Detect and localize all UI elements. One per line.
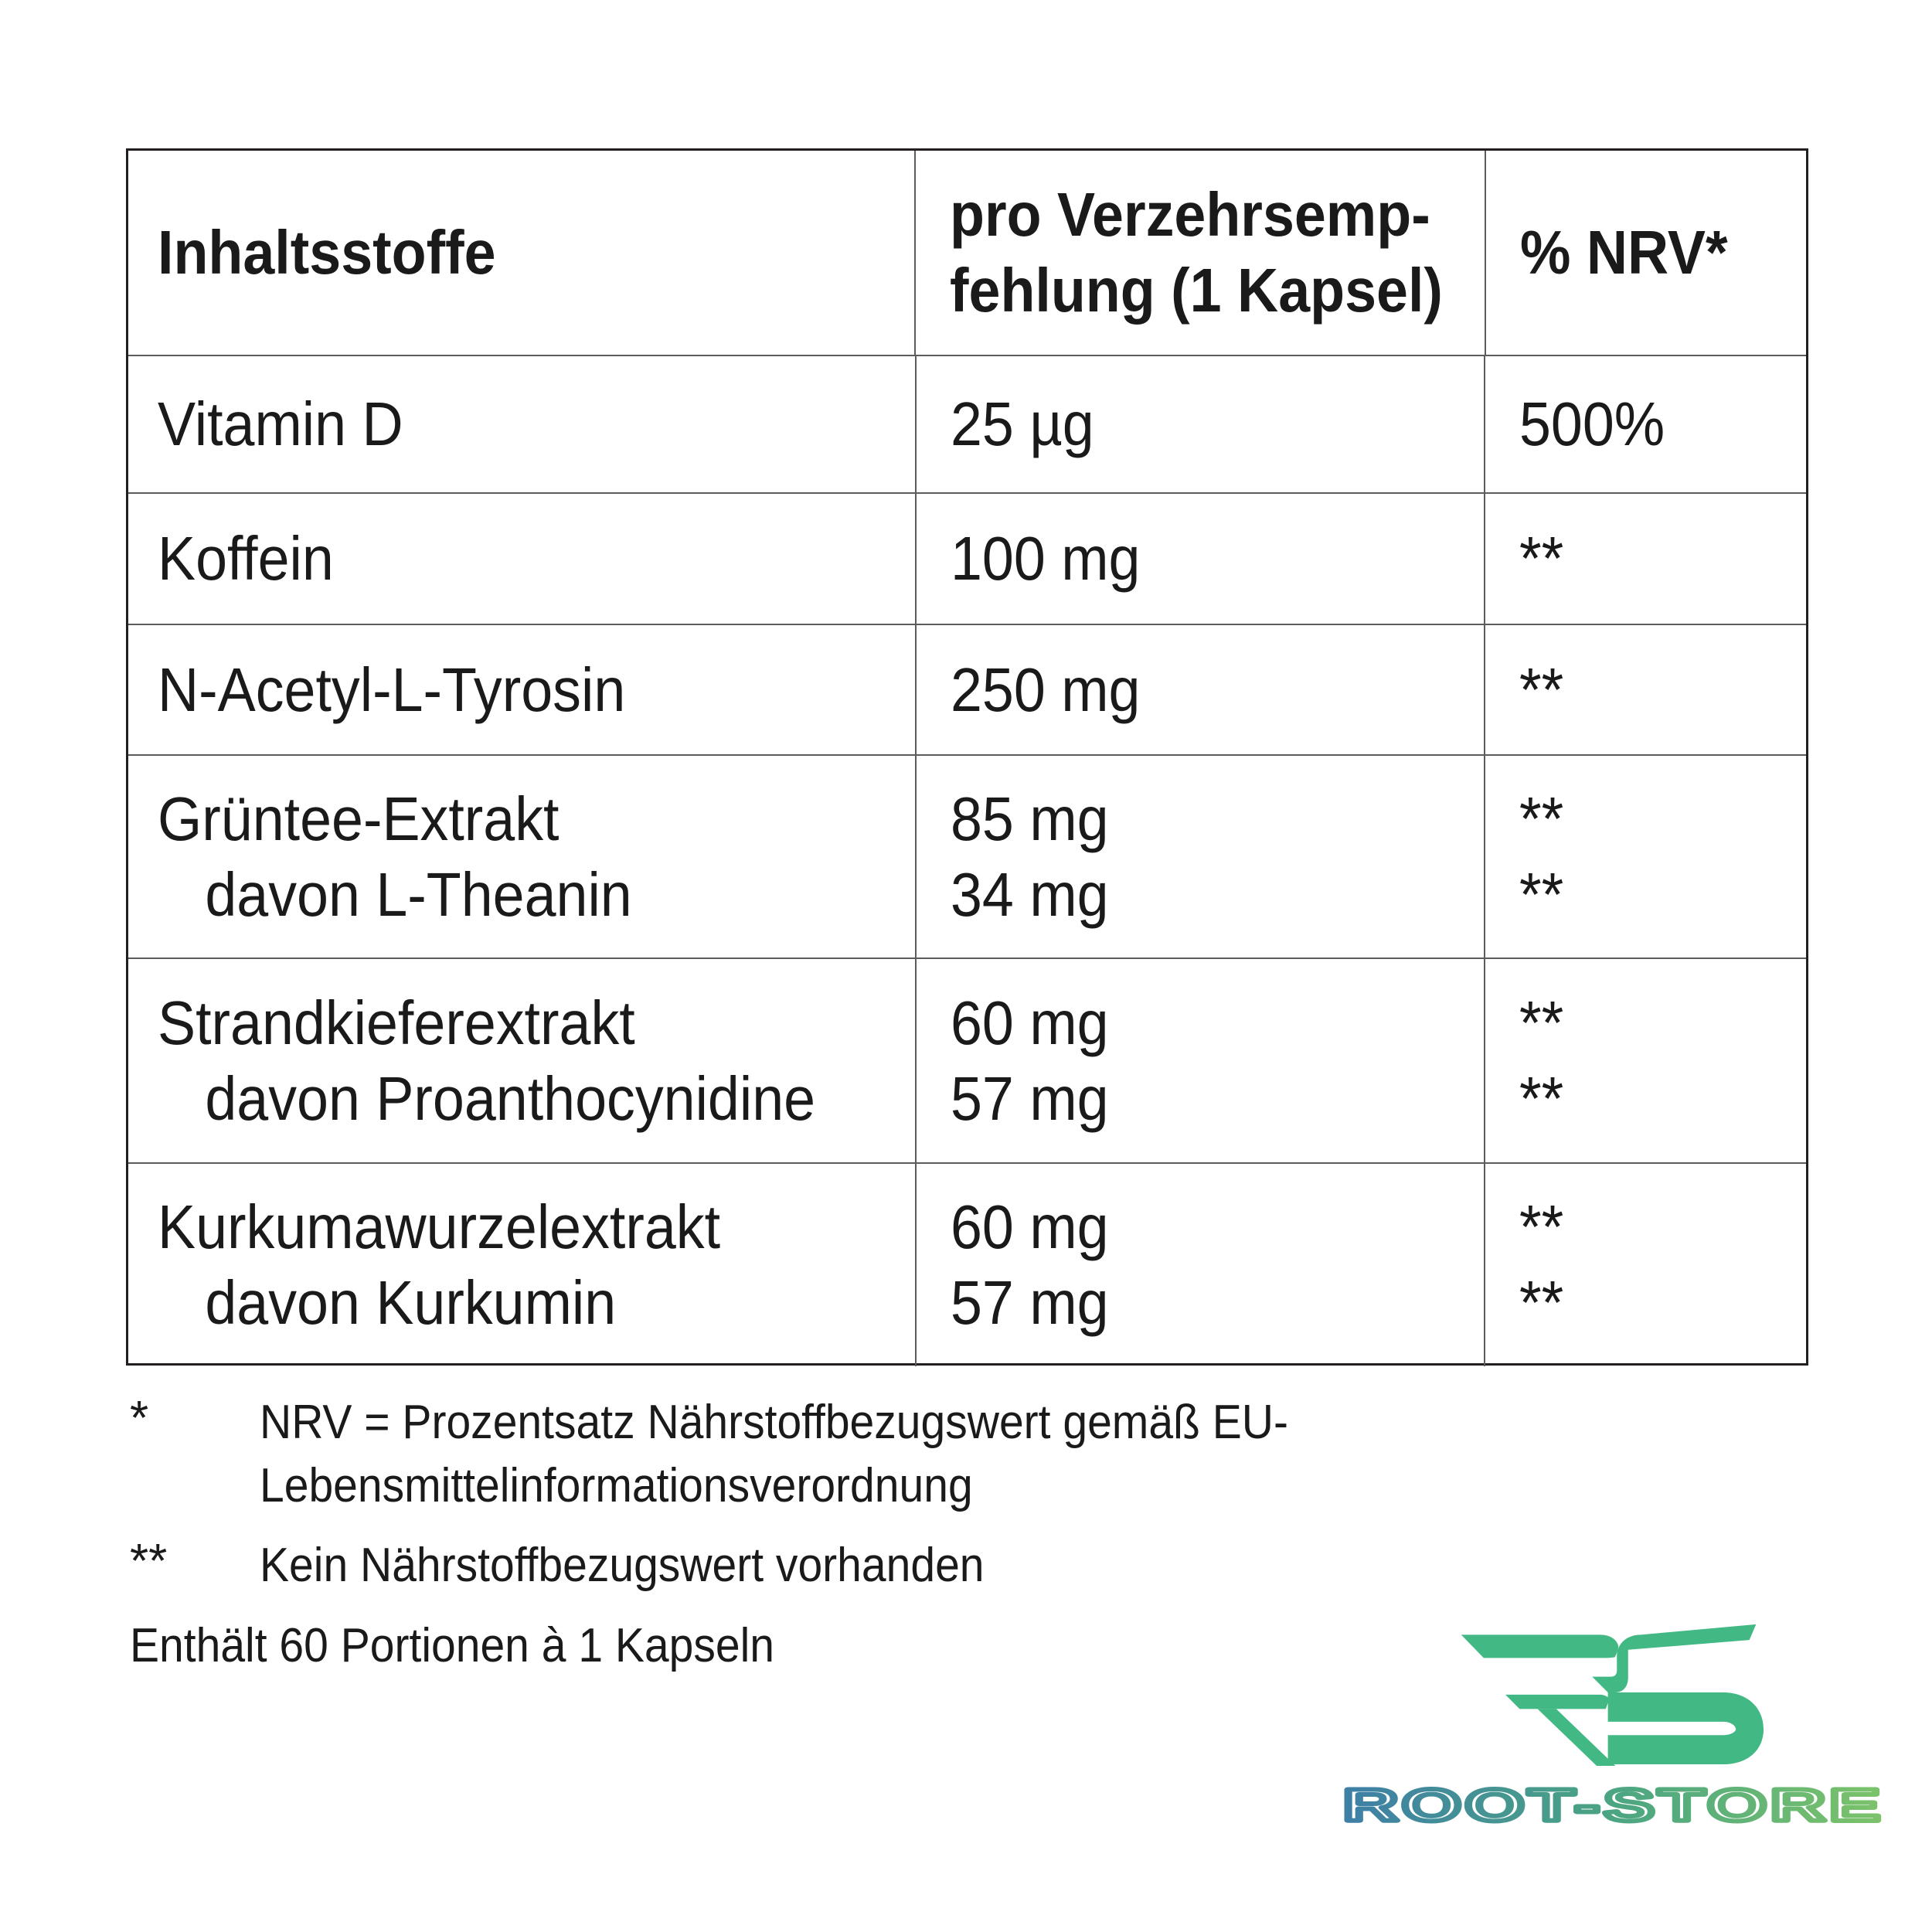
svg-text:ROOT-STORE: ROOT-STORE <box>1343 1781 1884 1831</box>
